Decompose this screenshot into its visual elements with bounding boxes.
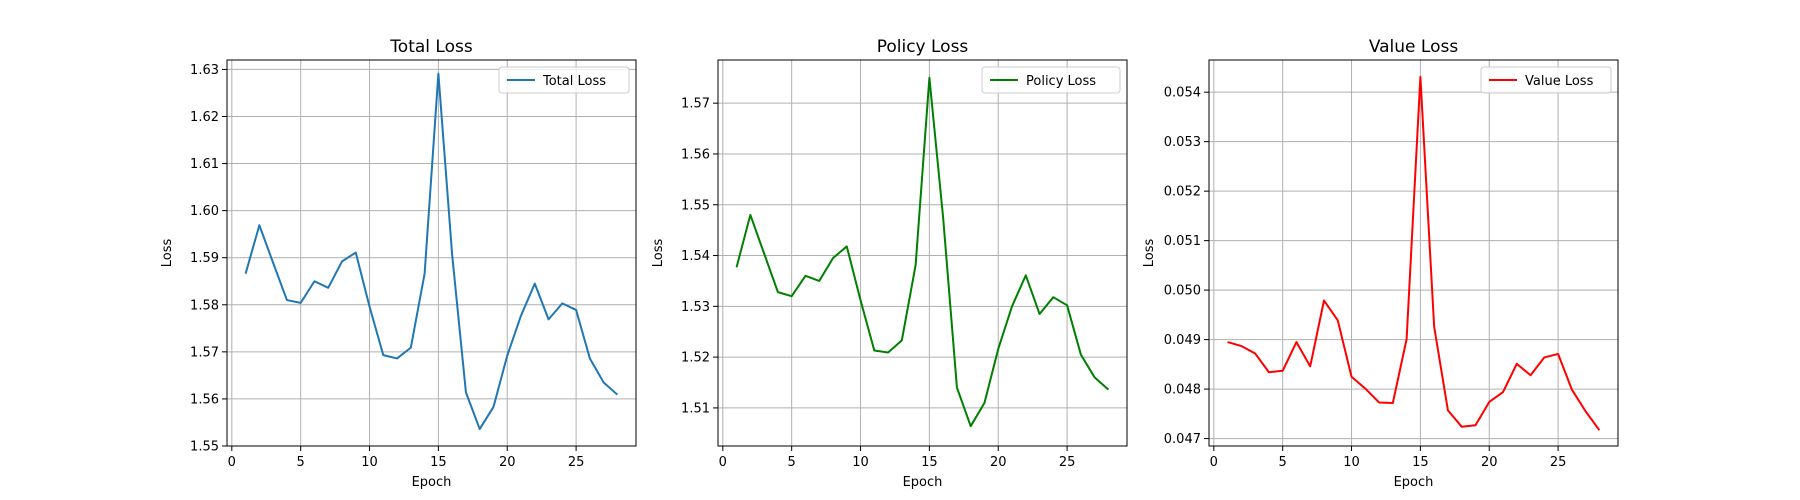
y-tick-label: 1.57 (681, 97, 710, 112)
x-axis-label: Epoch (412, 475, 452, 490)
axes-frame (226, 59, 637, 447)
y-tick-label: 0.052 (1164, 185, 1201, 200)
legend: Policy Loss (981, 66, 1121, 94)
legend-box (981, 66, 1121, 94)
legend: Value Loss (1480, 66, 1612, 94)
x-tick-label: 0 (719, 455, 727, 470)
x-tick-label: 25 (1059, 455, 1076, 470)
y-tick-label: 1.61 (190, 157, 219, 172)
y-tick-label: 0.047 (1164, 432, 1201, 447)
y-tick-label: 0.048 (1164, 383, 1201, 398)
y-tick-label: 1.52 (681, 351, 710, 366)
x-tick-label: 5 (788, 455, 796, 470)
y-tick-label: 0.054 (1164, 86, 1201, 101)
y-tick-label: 1.56 (190, 392, 219, 407)
x-tick-label: 15 (1412, 455, 1429, 470)
x-tick-label: 15 (921, 455, 938, 470)
y-tick-label: 0.053 (1164, 135, 1201, 150)
x-tick-label: 20 (990, 455, 1007, 470)
y-tick-label: 1.62 (190, 110, 219, 125)
total-loss-line (244, 72, 619, 431)
axes-frame (1208, 59, 1619, 447)
x-tick-label: 25 (568, 455, 585, 470)
x-tick-label: 25 (1550, 455, 1567, 470)
y-tick-label: 1.59 (190, 251, 219, 266)
policy-loss-line (735, 76, 1110, 428)
y-tick-label: 1.53 (681, 300, 710, 315)
x-tick-label: 10 (852, 455, 869, 470)
legend-label: Policy Loss (1026, 74, 1096, 89)
legend-box (498, 66, 630, 94)
y-tick-label: 0.050 (1164, 284, 1201, 299)
x-tick-label: 0 (228, 455, 236, 470)
chart-title: Total Loss (389, 37, 473, 57)
x-axis-label: Epoch (903, 475, 943, 490)
x-tick-label: 10 (1343, 455, 1360, 470)
x-tick-label: 5 (1279, 455, 1287, 470)
y-tick-label: 0.049 (1164, 333, 1201, 348)
y-tick-label: 1.55 (190, 440, 219, 455)
y-tick-label: 1.55 (681, 198, 710, 213)
y-tick-label: 1.57 (190, 345, 219, 360)
legend-label: Total Loss (542, 74, 606, 89)
y-axis-label: Loss (160, 239, 175, 268)
y-tick-label: 1.51 (681, 401, 710, 416)
y-tick-label: 1.60 (190, 204, 219, 219)
x-axis-label: Epoch (1394, 475, 1434, 490)
x-tick-label: 0 (1210, 455, 1218, 470)
axes-frame (717, 59, 1128, 447)
y-axis-label: Loss (1142, 239, 1157, 268)
legend: Total Loss (498, 66, 630, 94)
y-tick-label: 0.051 (1164, 234, 1201, 249)
x-tick-label: 15 (430, 455, 447, 470)
x-tick-label: 20 (499, 455, 516, 470)
y-tick-label: 1.56 (681, 147, 710, 162)
chart-title: Value Loss (1369, 37, 1459, 57)
x-tick-label: 5 (297, 455, 305, 470)
value-loss-line (1227, 75, 1601, 431)
legend-label: Value Loss (1525, 74, 1594, 89)
legend-box (1480, 66, 1612, 94)
chart-title: Policy Loss (877, 37, 969, 57)
value-loss-panel: 0 5 10 15 20 25 0.047 0.048 0.049 0.050 0.051 0.052… (1142, 37, 1619, 490)
x-tick-label: 20 (1481, 455, 1498, 470)
total-loss-panel: 0 5 10 15 20 25 1.55 1.56 1.57 1.58 1.59 1.60 1.61 1.… (160, 37, 637, 490)
y-tick-label: 1.63 (190, 63, 219, 78)
y-tick-label: 1.58 (190, 298, 219, 313)
policy-loss-panel: 0 5 10 15 20 25 1.51 1.52 1.53 1.54 1.55 1.56 1.57 Po… (651, 37, 1128, 490)
x-tick-label: 10 (361, 455, 378, 470)
y-axis-label: Loss (651, 239, 666, 268)
y-tick-label: 1.54 (681, 249, 710, 264)
